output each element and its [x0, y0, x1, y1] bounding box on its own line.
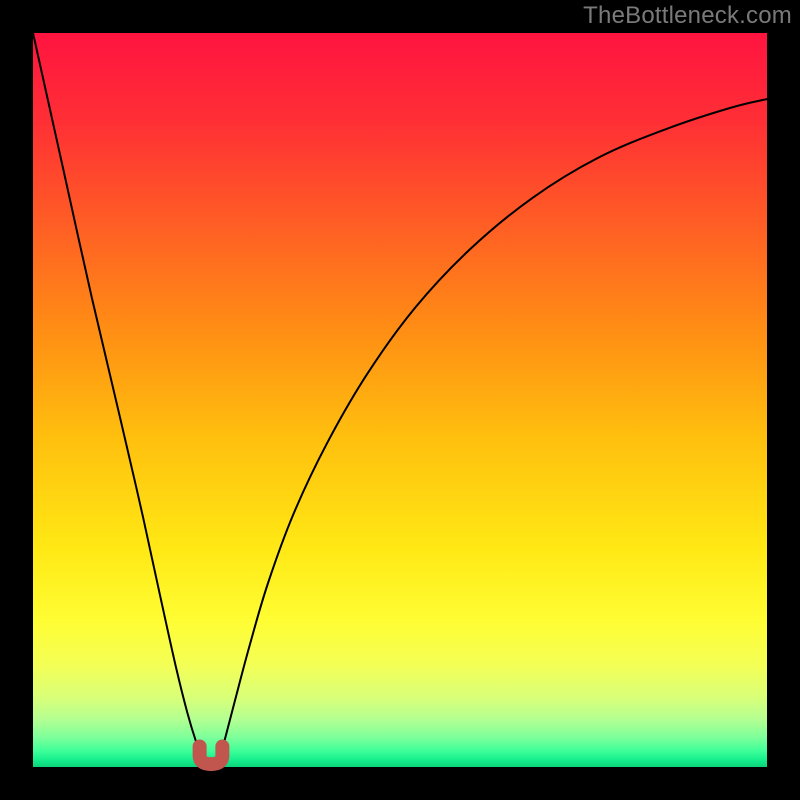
bottleneck-chart — [0, 0, 800, 800]
figure-stage: TheBottleneck.com — [0, 0, 800, 800]
watermark-text: TheBottleneck.com — [583, 2, 792, 30]
